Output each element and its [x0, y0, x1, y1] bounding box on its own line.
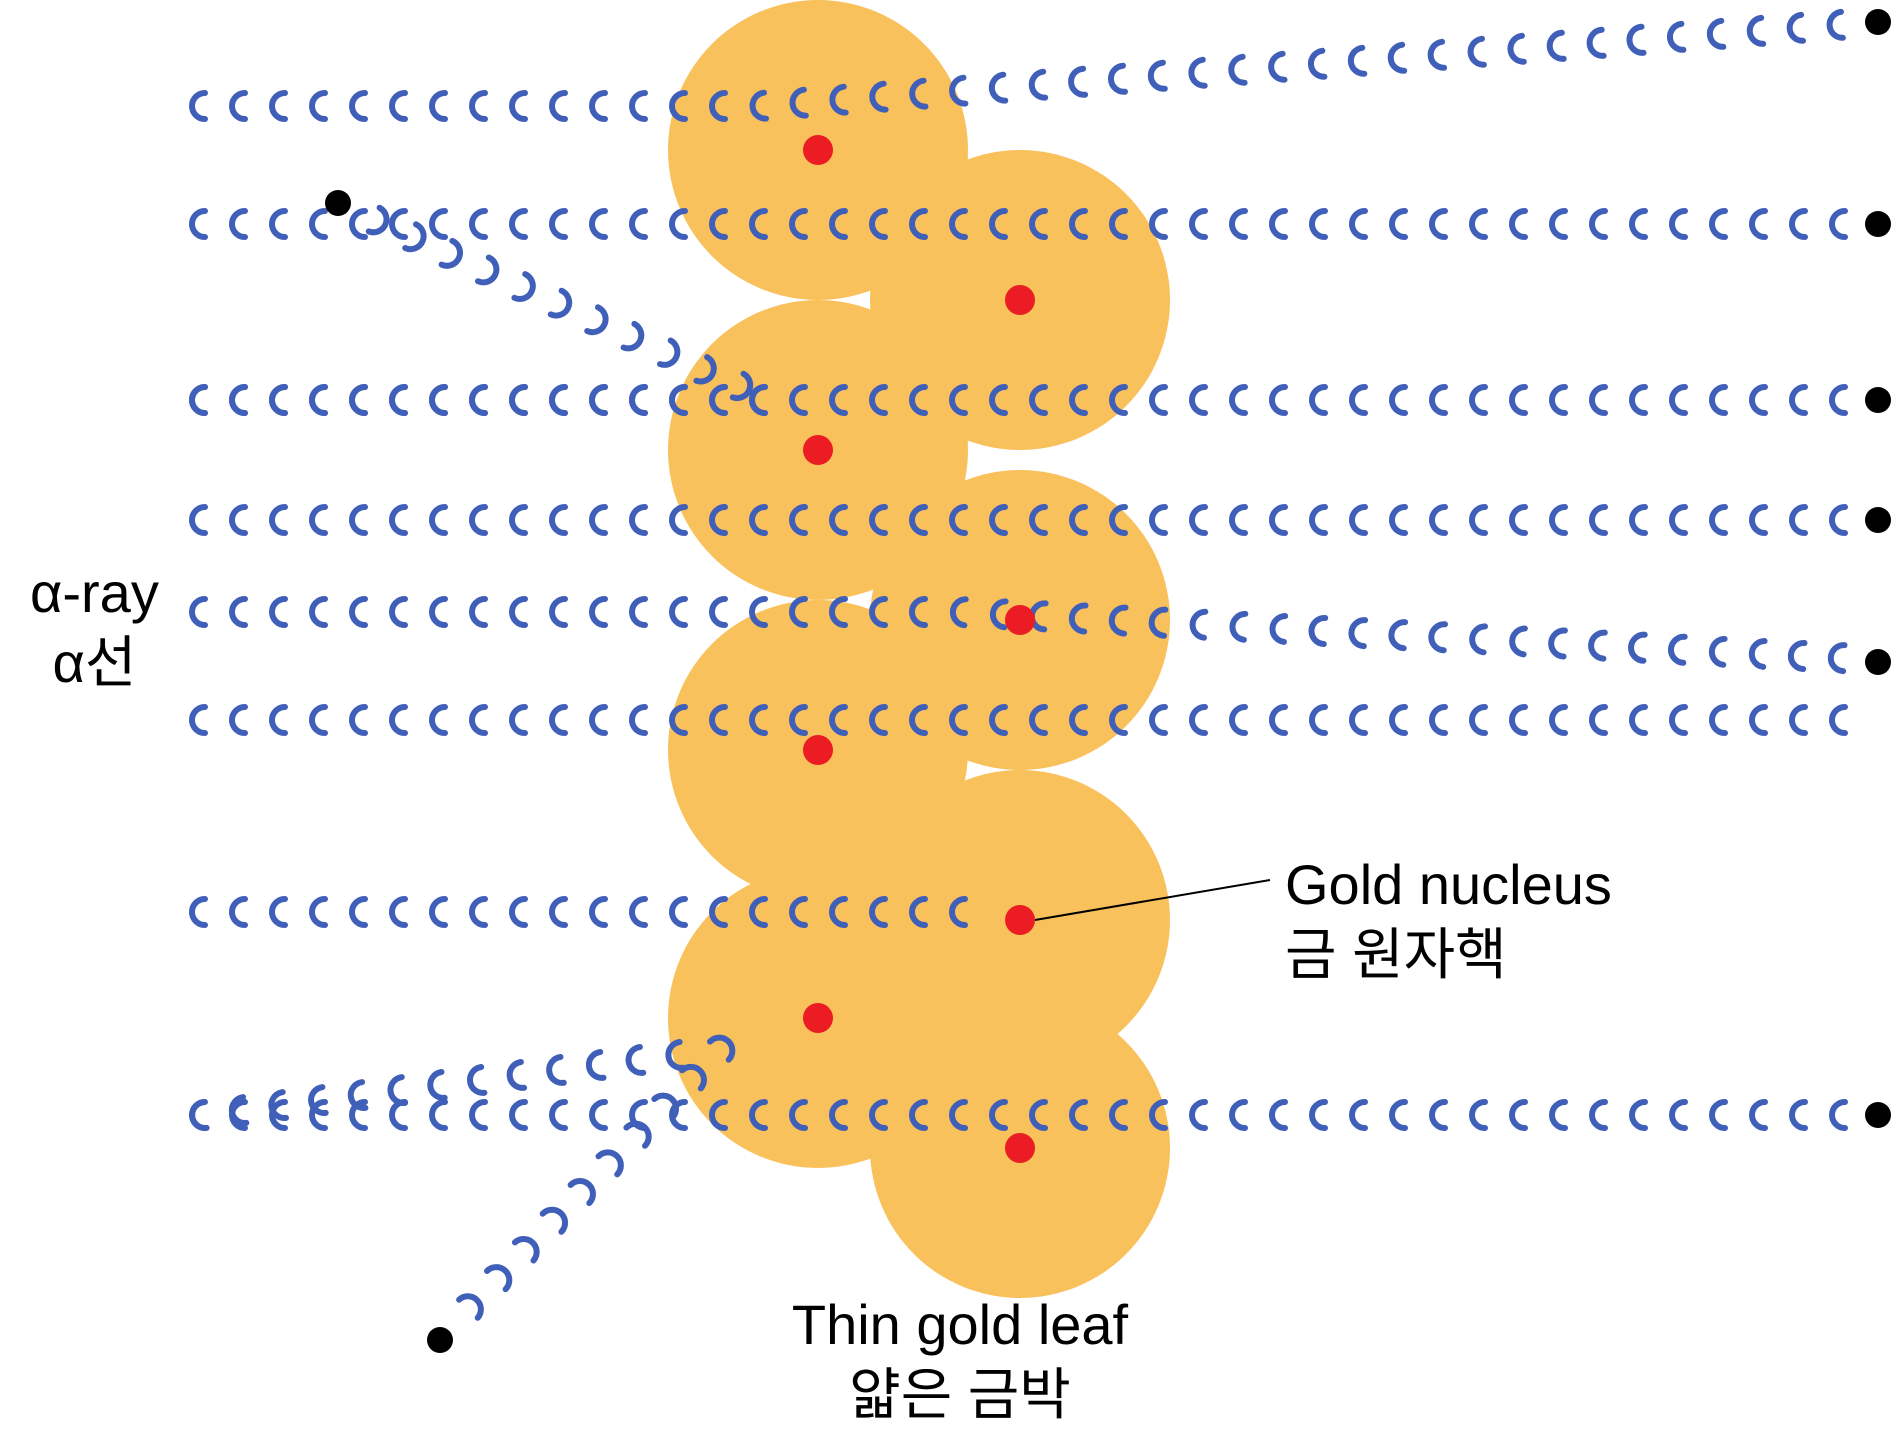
alpha-particle — [1865, 1102, 1891, 1128]
gold-nucleus — [803, 435, 833, 465]
alpha-particle — [1865, 9, 1891, 35]
alpha-particle — [1865, 649, 1891, 675]
gold-nucleus — [1005, 905, 1035, 935]
gold-nucleus-label-en: Gold nucleus — [1285, 850, 1612, 920]
gold-leaf-label-en: Thin gold leaf — [792, 1290, 1128, 1360]
alpha-ray — [192, 1038, 732, 1318]
gold-nucleus — [1005, 1133, 1035, 1163]
alpha-particle — [1865, 387, 1891, 413]
gold-nucleus-label-ko: 금 원자핵 — [1285, 920, 1612, 990]
alpha-ray — [192, 12, 1843, 119]
alpha-particle — [325, 190, 351, 216]
gold-nucleus — [1005, 285, 1035, 315]
gold-nucleus — [1005, 605, 1035, 635]
gold-leaf-label-ko: 얇은 금박 — [792, 1360, 1128, 1430]
gold-nucleus — [803, 135, 833, 165]
alpha-ray-label-ko: α선 — [30, 628, 159, 698]
alpha-particle — [1865, 507, 1891, 533]
alpha-ray-label-en: α-ray — [30, 558, 159, 628]
gold-nucleus — [803, 735, 833, 765]
alpha-particle — [427, 1327, 453, 1353]
gold-nucleus — [803, 1003, 833, 1033]
alpha-particle — [1865, 211, 1891, 237]
